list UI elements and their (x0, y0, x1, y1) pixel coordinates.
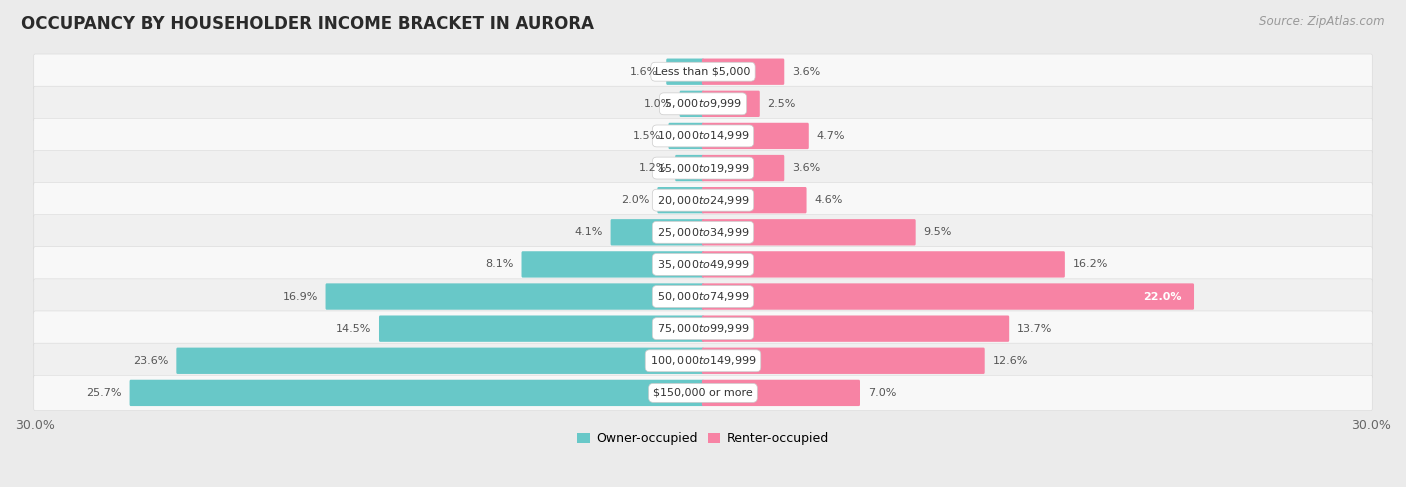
Text: 9.5%: 9.5% (924, 227, 952, 237)
FancyBboxPatch shape (34, 118, 1372, 153)
FancyBboxPatch shape (610, 219, 704, 245)
Text: $75,000 to $99,999: $75,000 to $99,999 (657, 322, 749, 335)
FancyBboxPatch shape (702, 58, 785, 85)
Text: Less than $5,000: Less than $5,000 (655, 67, 751, 76)
Text: 2.0%: 2.0% (621, 195, 650, 205)
Text: 4.6%: 4.6% (814, 195, 842, 205)
Text: 3.6%: 3.6% (792, 67, 820, 76)
Text: 23.6%: 23.6% (134, 356, 169, 366)
FancyBboxPatch shape (34, 150, 1372, 186)
FancyBboxPatch shape (702, 155, 785, 181)
FancyBboxPatch shape (668, 123, 704, 149)
Text: 1.6%: 1.6% (630, 67, 658, 76)
Text: $50,000 to $74,999: $50,000 to $74,999 (657, 290, 749, 303)
Text: 8.1%: 8.1% (485, 260, 513, 269)
FancyBboxPatch shape (702, 380, 860, 406)
FancyBboxPatch shape (702, 123, 808, 149)
Text: 2.5%: 2.5% (768, 99, 796, 109)
Text: $15,000 to $19,999: $15,000 to $19,999 (657, 162, 749, 174)
Text: 22.0%: 22.0% (1143, 292, 1182, 301)
Text: OCCUPANCY BY HOUSEHOLDER INCOME BRACKET IN AURORA: OCCUPANCY BY HOUSEHOLDER INCOME BRACKET … (21, 15, 595, 33)
Legend: Owner-occupied, Renter-occupied: Owner-occupied, Renter-occupied (572, 428, 834, 450)
Text: $20,000 to $24,999: $20,000 to $24,999 (657, 194, 749, 206)
Text: 1.5%: 1.5% (633, 131, 661, 141)
FancyBboxPatch shape (34, 86, 1372, 121)
Text: 16.2%: 16.2% (1073, 260, 1108, 269)
Text: 16.9%: 16.9% (283, 292, 318, 301)
Text: $5,000 to $9,999: $5,000 to $9,999 (664, 97, 742, 111)
Text: $25,000 to $34,999: $25,000 to $34,999 (657, 226, 749, 239)
FancyBboxPatch shape (34, 279, 1372, 314)
FancyBboxPatch shape (34, 183, 1372, 218)
FancyBboxPatch shape (129, 380, 704, 406)
Text: 4.1%: 4.1% (575, 227, 603, 237)
FancyBboxPatch shape (702, 348, 984, 374)
Text: $100,000 to $149,999: $100,000 to $149,999 (650, 354, 756, 367)
Text: Source: ZipAtlas.com: Source: ZipAtlas.com (1260, 15, 1385, 28)
Text: $35,000 to $49,999: $35,000 to $49,999 (657, 258, 749, 271)
FancyBboxPatch shape (522, 251, 704, 278)
FancyBboxPatch shape (34, 343, 1372, 378)
Text: 25.7%: 25.7% (86, 388, 122, 398)
FancyBboxPatch shape (176, 348, 704, 374)
Text: $150,000 or more: $150,000 or more (654, 388, 752, 398)
FancyBboxPatch shape (702, 187, 807, 213)
FancyBboxPatch shape (675, 155, 704, 181)
FancyBboxPatch shape (702, 219, 915, 245)
FancyBboxPatch shape (34, 311, 1372, 346)
FancyBboxPatch shape (702, 283, 1194, 310)
Text: 1.2%: 1.2% (638, 163, 668, 173)
Text: 12.6%: 12.6% (993, 356, 1028, 366)
Text: 14.5%: 14.5% (336, 324, 371, 334)
Text: $10,000 to $14,999: $10,000 to $14,999 (657, 130, 749, 142)
Text: 13.7%: 13.7% (1017, 324, 1052, 334)
FancyBboxPatch shape (34, 247, 1372, 282)
FancyBboxPatch shape (326, 283, 704, 310)
FancyBboxPatch shape (380, 316, 704, 342)
FancyBboxPatch shape (34, 215, 1372, 250)
Text: 4.7%: 4.7% (817, 131, 845, 141)
Text: 7.0%: 7.0% (868, 388, 896, 398)
FancyBboxPatch shape (34, 375, 1372, 411)
FancyBboxPatch shape (702, 316, 1010, 342)
FancyBboxPatch shape (702, 91, 759, 117)
FancyBboxPatch shape (702, 251, 1064, 278)
FancyBboxPatch shape (679, 91, 704, 117)
Text: 3.6%: 3.6% (792, 163, 820, 173)
Text: 1.0%: 1.0% (644, 99, 672, 109)
FancyBboxPatch shape (666, 58, 704, 85)
FancyBboxPatch shape (658, 187, 704, 213)
FancyBboxPatch shape (34, 54, 1372, 90)
